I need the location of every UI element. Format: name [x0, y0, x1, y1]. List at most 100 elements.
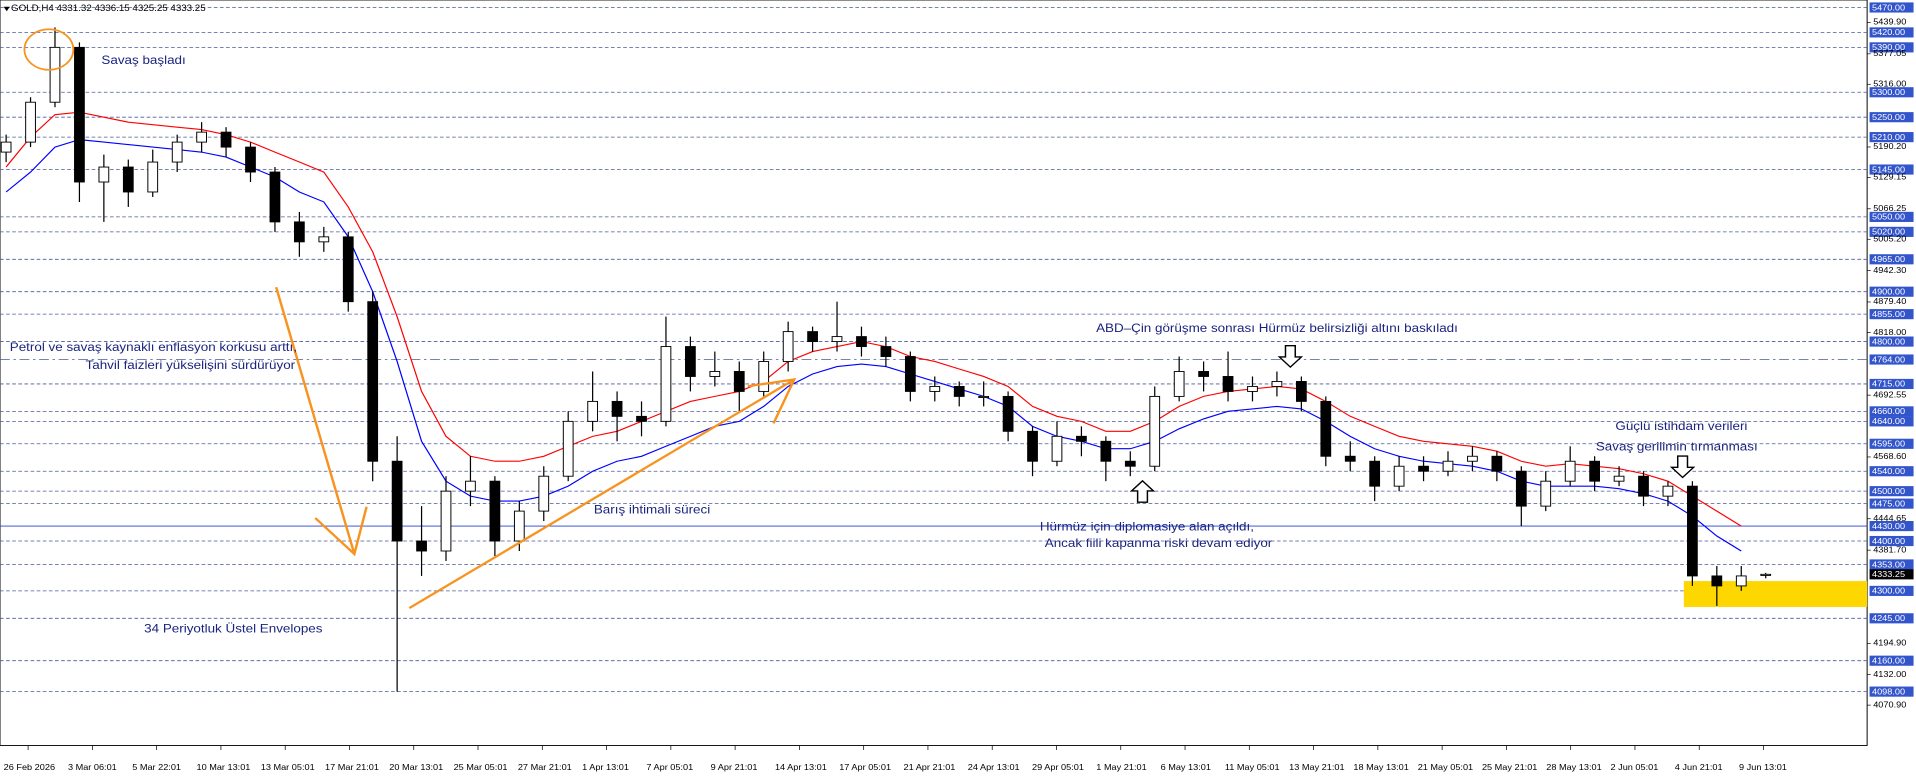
x-tick-label: 18 May 13:01 — [1353, 763, 1409, 773]
candle-body — [758, 361, 770, 392]
annotation: Güçlü istihdam verileri — [1615, 419, 1747, 433]
last-price-label: 4333.25 — [1872, 569, 1905, 579]
candle-body — [807, 331, 818, 343]
level-label: 4764.00 — [1872, 355, 1905, 365]
candle-body — [1295, 381, 1307, 402]
x-tick-label: 29 Apr 05:01 — [1032, 763, 1084, 773]
y-tick-label: 5439.90 — [1873, 17, 1906, 27]
level-label: 4595.00 — [1872, 439, 1905, 449]
candle-body — [1222, 376, 1234, 392]
candle-body — [318, 236, 330, 243]
level-label: 4245.00 — [1872, 613, 1905, 623]
level-label: 5390.00 — [1872, 42, 1905, 52]
level-label-box — [1869, 226, 1914, 237]
level-label: 5300.00 — [1872, 87, 1905, 97]
level-label-box — [1869, 559, 1914, 570]
annotation: Barış ihtimali süreci — [594, 502, 710, 516]
level-label: 4660.00 — [1872, 407, 1905, 417]
plot-frame — [0, 0, 1868, 746]
x-tick-label: 21 May 05:01 — [1418, 763, 1474, 773]
level-label-box — [1869, 42, 1914, 53]
level-label: 4715.00 — [1872, 379, 1905, 389]
candle-body — [1344, 455, 1356, 462]
candle-body — [929, 385, 941, 392]
x-tick-label: 9 Apr 21:01 — [711, 763, 758, 773]
x-tick-label: 17 Mar 21:01 — [325, 763, 379, 773]
annotation: Savaş gerilimin tırmanması — [1596, 439, 1758, 453]
candle-body — [1051, 435, 1063, 462]
x-tick-label: 28 May 13:01 — [1546, 763, 1602, 773]
level-label-box — [1869, 655, 1914, 666]
level-label: 4800.00 — [1872, 337, 1905, 347]
envelope-line — [5, 111, 1742, 527]
level-label: 4300.00 — [1872, 586, 1905, 596]
candle-body — [98, 166, 110, 183]
high: 4336.15 — [94, 3, 129, 14]
y-tick-label: 4381.70 — [1873, 545, 1906, 555]
level-label: 5210.00 — [1872, 132, 1905, 142]
highlight-zone — [1683, 581, 1868, 607]
y-tick-label: 4132.00 — [1873, 669, 1906, 679]
x-tick-label: 21 Apr 21:01 — [904, 763, 956, 773]
y-tick-label: 4879.40 — [1873, 297, 1906, 307]
x-tick-label: 17 Apr 05:01 — [839, 763, 891, 773]
candle-body — [1369, 460, 1381, 487]
x-tick-label: 9 Jun 13:01 — [1739, 763, 1787, 773]
annotation: Hürmüz için diplomasiye alan açıldı, — [1040, 519, 1254, 533]
candle-body — [465, 480, 476, 492]
candle-body — [685, 346, 696, 377]
candle-body — [245, 146, 256, 173]
open: 4331.32 — [57, 3, 92, 14]
candle-body — [1418, 465, 1429, 472]
y-tick-label: 4194.90 — [1873, 638, 1906, 648]
annotation: Petrol ve savaş kaynaklı enflasyon korku… — [10, 340, 297, 354]
candle-body — [1100, 440, 1112, 462]
hollow-arrow-down — [1669, 455, 1696, 479]
candle-body — [611, 400, 623, 417]
level-label: 4400.00 — [1872, 536, 1905, 546]
y-tick-label: 5005.20 — [1873, 234, 1906, 244]
level-label-box — [1869, 112, 1914, 123]
x-tick-label: 20 Mar 13:01 — [389, 763, 443, 773]
candle-body — [636, 415, 647, 422]
candle-body — [1002, 395, 1014, 432]
candle-body — [342, 236, 354, 303]
x-tick-label: 13 May 21:01 — [1289, 763, 1345, 773]
candle-body — [660, 346, 672, 422]
highlight-ellipse — [23, 28, 75, 71]
level-label-box — [1869, 211, 1914, 222]
x-tick-label: 1 May 21:01 — [1096, 763, 1146, 773]
level-label-box — [1869, 132, 1914, 143]
candle-body — [293, 221, 305, 243]
level-label-box — [1869, 466, 1914, 477]
x-tick-label: 24 Apr 13:01 — [968, 763, 1020, 773]
level-label: 4965.00 — [1872, 254, 1905, 264]
level-label: 5420.00 — [1872, 28, 1905, 38]
x-tick-label: 11 May 05:01 — [1225, 763, 1280, 773]
x-tick-label: 4 Jun 21:01 — [1675, 763, 1723, 773]
x-tick-label: 1 Apr 13:01 — [582, 763, 629, 773]
level-label-box — [1869, 535, 1914, 547]
x-tick-label: 25 May 21:01 — [1482, 763, 1538, 773]
arrows — [274, 286, 797, 610]
level-label-box — [1869, 87, 1914, 98]
close: 4333.25 — [170, 3, 205, 14]
level-label-box — [1869, 254, 1914, 265]
candle-body — [1393, 465, 1405, 487]
candle-body — [513, 510, 525, 542]
candle-body — [978, 395, 990, 398]
candle-body — [122, 166, 134, 193]
candle-body — [831, 336, 843, 343]
level-label-box — [1869, 486, 1914, 497]
level-label-box — [1869, 438, 1914, 449]
x-tick-label: 13 Mar 05:01 — [261, 763, 315, 773]
y-tick-label: 5190.20 — [1873, 142, 1906, 152]
candle-body — [1198, 371, 1209, 377]
candle-body — [856, 336, 867, 348]
candle-body — [196, 131, 207, 143]
x-tick-label: 27 Mar 21:01 — [518, 763, 572, 773]
x-tick-label: 2 Jun 05:01 — [1611, 763, 1659, 773]
candle-body — [1735, 575, 1747, 587]
level-label-box — [1869, 2, 1914, 13]
level-label-box — [1869, 613, 1914, 624]
